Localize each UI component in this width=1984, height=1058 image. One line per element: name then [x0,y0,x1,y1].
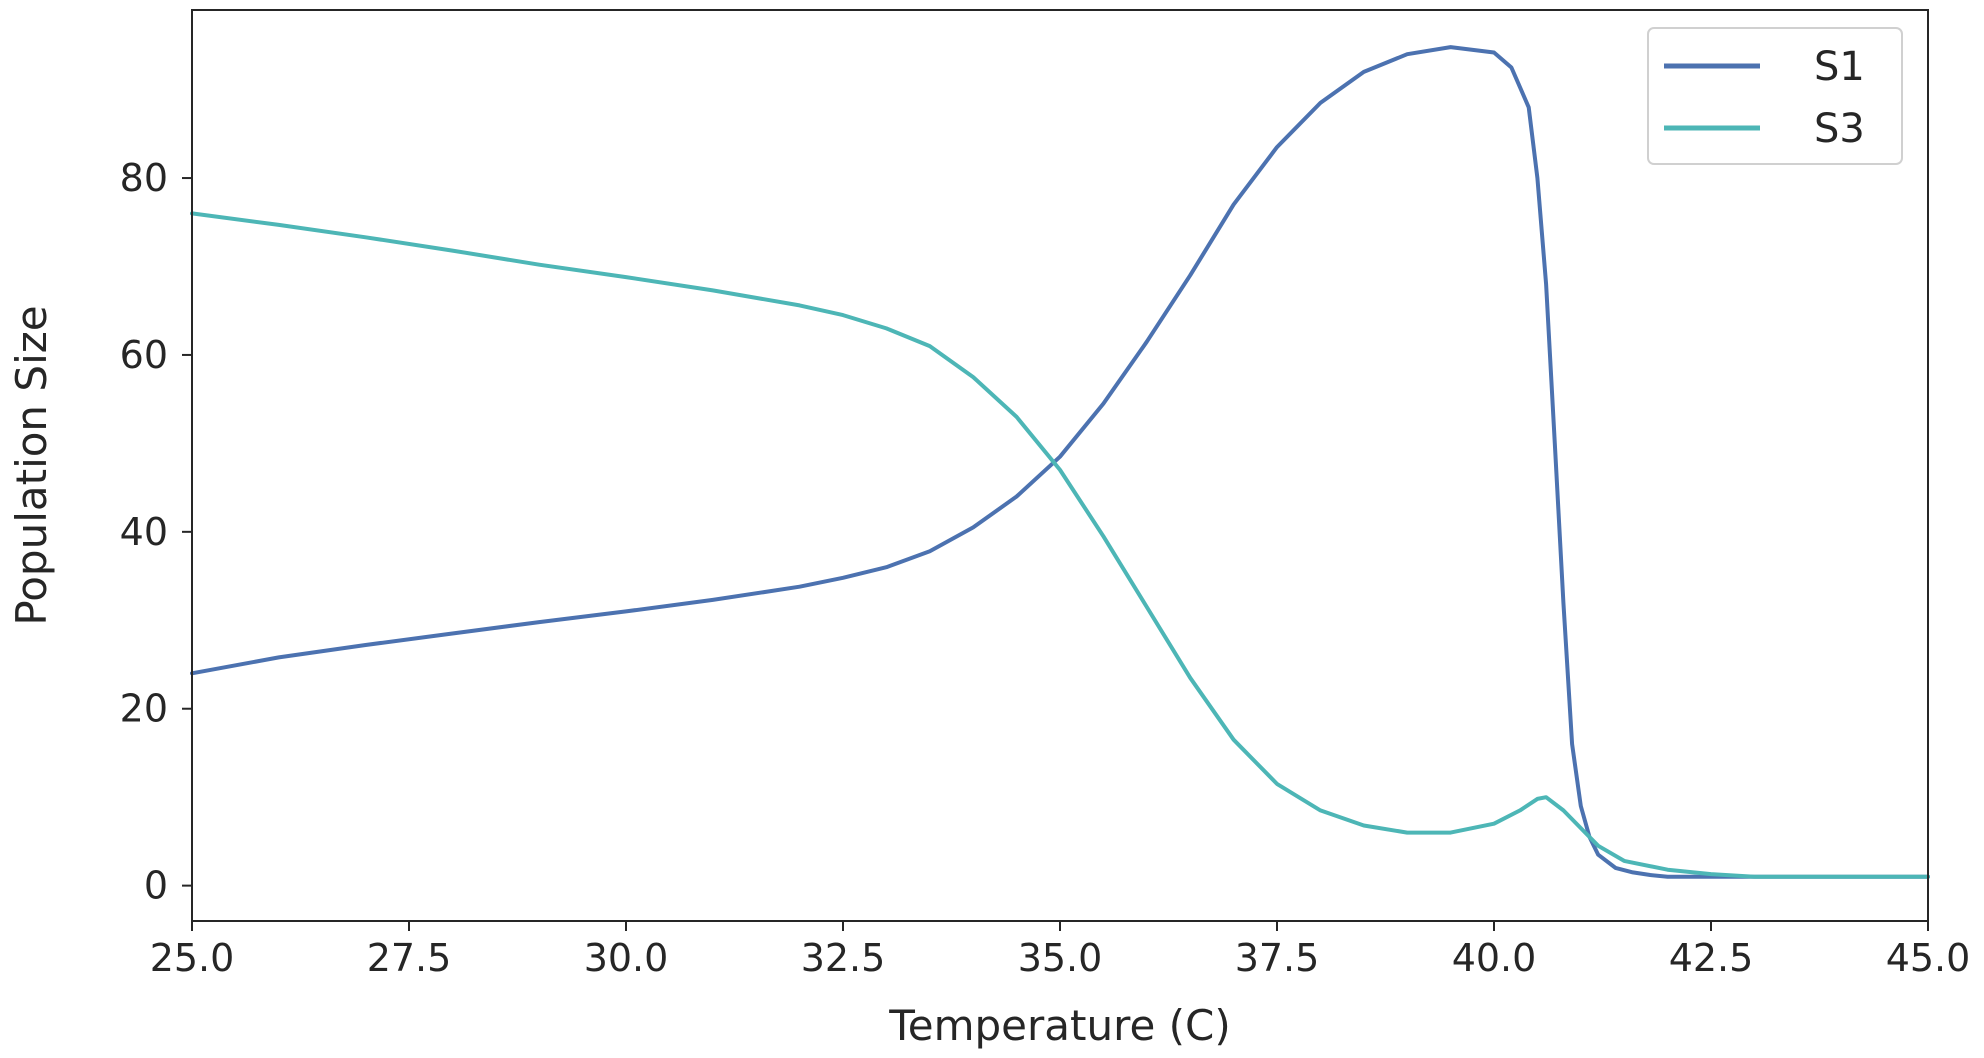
x-axis-ticks: 25.0 27.5 30.0 32.5 35.0 37.5 40.0 42.5 45.0 [150,921,1971,980]
x-tick-label: 25.0 [150,936,235,980]
x-tick-label: 30.0 [584,936,669,980]
y-axis-ticks: 0 20 40 60 80 [120,156,192,908]
x-tick-label: 32.5 [801,936,886,980]
legend-label-s3: S3 [1814,106,1865,152]
y-axis-label: Population Size [7,305,56,625]
series-line-s3 [190,211,1930,879]
x-tick-label: 27.5 [367,936,452,980]
legend-label-s1: S1 [1814,44,1865,90]
x-tick-label: 45.0 [1886,936,1971,980]
y-tick-label: 40 [120,510,168,554]
y-tick-label: 80 [120,156,168,200]
x-tick-label: 35.0 [1018,936,1103,980]
y-tick-label: 0 [144,864,168,908]
x-tick-label: 42.5 [1669,936,1754,980]
x-tick-label: 37.5 [1235,936,1320,980]
x-tick-label: 40.0 [1452,936,1537,980]
plot-series [190,45,1930,879]
series-line-s1 [190,45,1930,879]
y-tick-label: 20 [120,687,168,731]
y-tick-label: 60 [120,333,168,377]
x-axis-label: Temperature (C) [888,1001,1231,1050]
